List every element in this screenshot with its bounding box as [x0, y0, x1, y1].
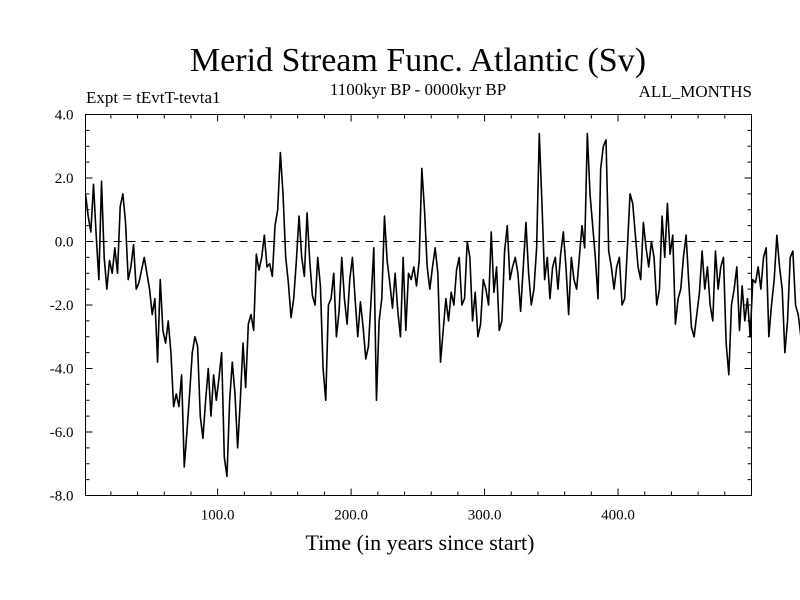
x-tick-label: 400.0 — [601, 508, 635, 524]
series-line — [84, 132, 800, 478]
period-label: 1100kyr BP - 0000kyr BP — [330, 80, 506, 99]
x-axis: 100.0 200.0 300.0 400.0 — [110, 114, 726, 524]
experiment-label: Expt = tEvtT-tevta1 — [86, 88, 221, 107]
chart-title: Merid Stream Func. Atlantic (Sv) — [190, 42, 646, 79]
x-axis-label: Time (in years since start) — [306, 530, 535, 555]
y-tick-label: 4.0 — [55, 108, 74, 124]
y-tick-label: 2.0 — [55, 171, 74, 187]
y-tick-label: -6.0 — [50, 425, 74, 441]
y-axis: 4.0 2.0 0.0 -2.0 -4.0 -6.0 -8.0 — [50, 108, 752, 505]
y-tick-label: -8.0 — [50, 489, 74, 505]
x-tick-label: 100.0 — [201, 508, 235, 524]
y-tick-label: -2.0 — [50, 298, 74, 314]
y-tick-label: -4.0 — [50, 362, 74, 378]
months-label: ALL_MONTHS — [639, 82, 752, 101]
x-tick-label: 300.0 — [468, 508, 502, 524]
x-tick-label: 200.0 — [334, 508, 368, 524]
y-tick-label: 0.0 — [55, 235, 74, 251]
plot-frame — [85, 114, 752, 496]
